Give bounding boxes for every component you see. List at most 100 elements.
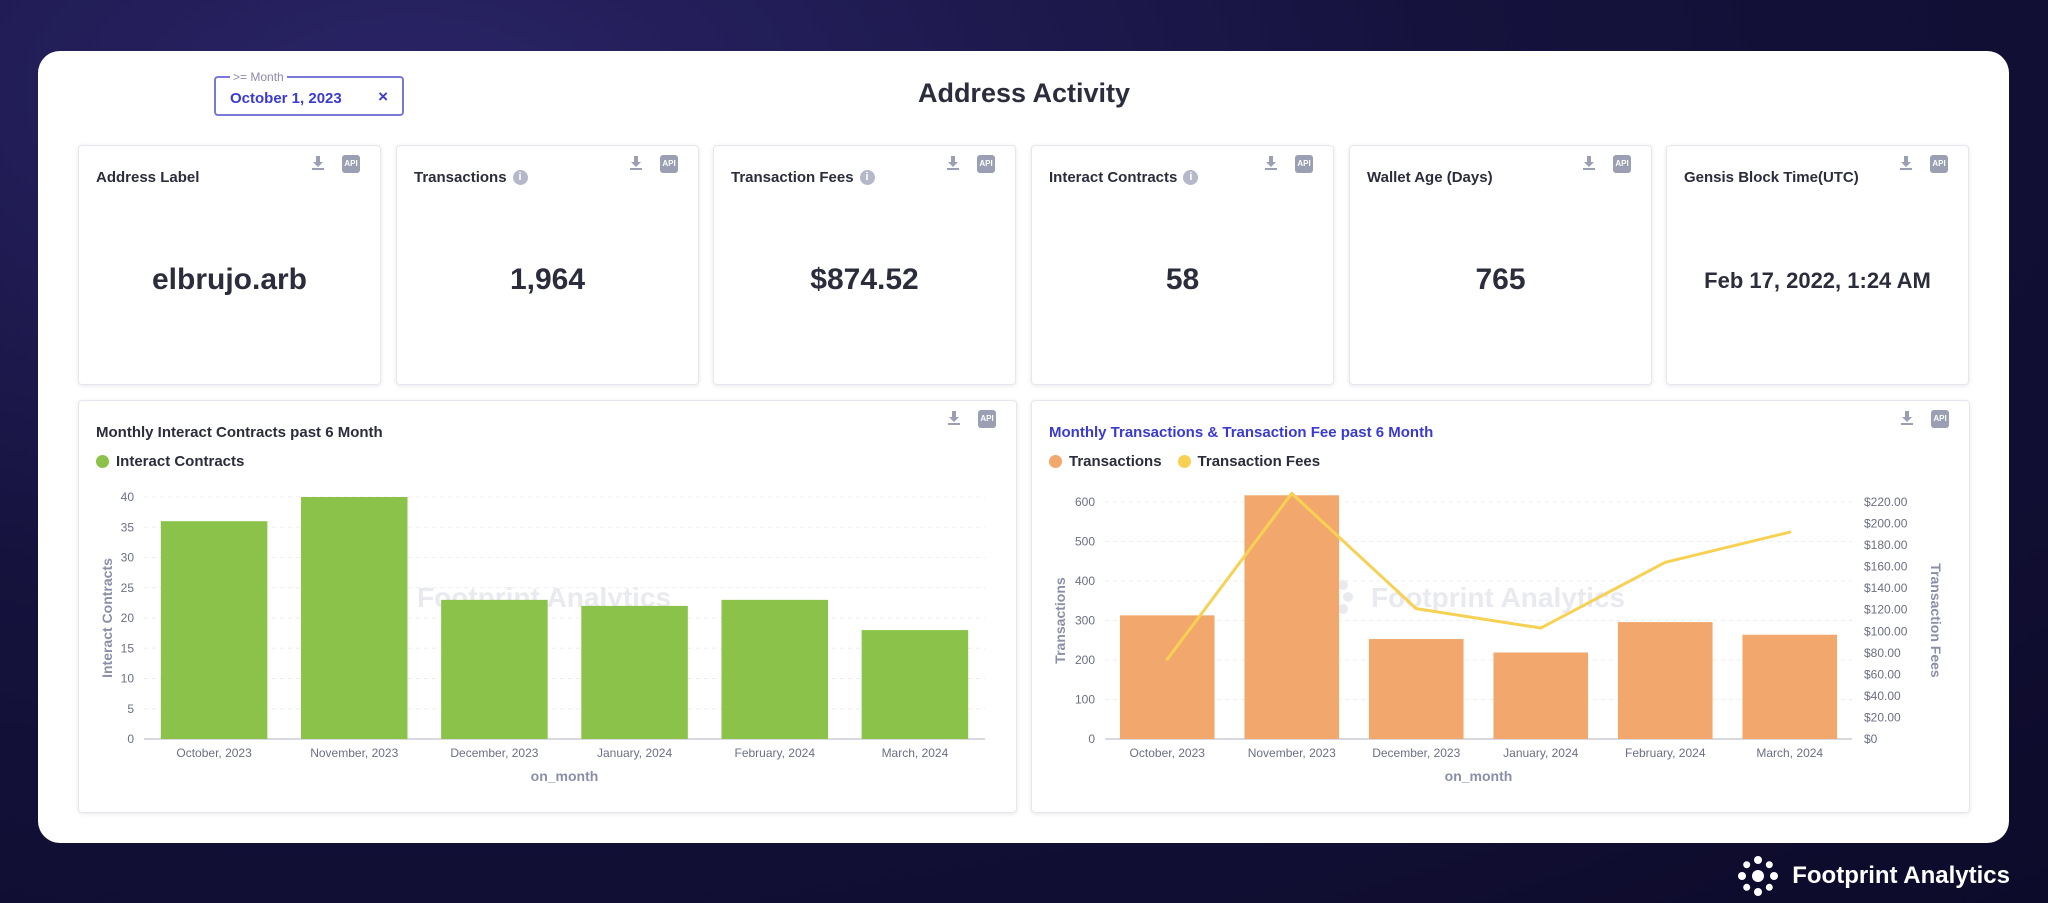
- y-right-tick-label: $100.00: [1864, 624, 1908, 638]
- brand-name: Footprint Analytics: [1792, 862, 2010, 889]
- chart-legend: Interact Contracts: [96, 453, 244, 470]
- stat-card-value: elbrujo.arb: [151, 263, 308, 296]
- y-right-tick-label: $20.00: [1864, 710, 1901, 724]
- month-filter-label: >= Month: [230, 70, 287, 84]
- stat-card: Address Label API elbrujo.arb: [78, 145, 381, 385]
- stat-card-value: 1,964: [509, 263, 586, 296]
- legend-item[interactable]: Transaction Fees: [1177, 453, 1320, 470]
- download-icon[interactable]: [1898, 155, 1914, 173]
- bar: [1244, 495, 1340, 739]
- download-icon[interactable]: [1899, 410, 1915, 428]
- download-icon[interactable]: [1581, 155, 1597, 173]
- footprint-brand: Footprint Analytics: [1734, 852, 2010, 900]
- y-right-tick-label: $80.00: [1864, 646, 1901, 660]
- y-axis-title: Interact Contracts: [99, 558, 115, 678]
- card-tools: API: [1263, 155, 1313, 173]
- info-icon[interactable]: i: [1183, 170, 1199, 185]
- download-icon[interactable]: [628, 155, 644, 173]
- stat-card-title-text: Transaction Fees: [731, 169, 854, 186]
- download-icon[interactable]: [945, 155, 961, 173]
- watermark-dot: [1338, 579, 1349, 590]
- watermark-text: Footprint Analytics: [1371, 582, 1625, 613]
- api-icon[interactable]: API: [978, 410, 996, 428]
- y-right-axis-title: Transaction Fees: [1928, 563, 1944, 678]
- chart-title: Monthly Interact Contracts past 6 Month: [96, 424, 383, 441]
- info-icon[interactable]: i: [512, 170, 528, 185]
- y-right-tick-label: $200.00: [1864, 517, 1908, 531]
- stat-card-title-text: Interact Contracts: [1049, 169, 1178, 186]
- line-point: [1663, 560, 1667, 564]
- info-icon[interactable]: i: [859, 170, 875, 185]
- y-tick-label: 10: [121, 672, 135, 686]
- month-filter-value[interactable]: October 1, 2023: [230, 90, 342, 107]
- y-tick-label: 5: [127, 702, 134, 716]
- api-icon[interactable]: API: [977, 155, 995, 173]
- bar: [160, 521, 268, 739]
- x-tick-label: February, 2024: [735, 746, 816, 760]
- y-tick-label: 40: [121, 490, 135, 504]
- stat-card: Transaction Fees i API $874.52: [713, 145, 1016, 385]
- x-tick-label: November, 2023: [1248, 746, 1336, 760]
- interact-contracts-chart-card: Monthly Interact Contracts past 6 Month …: [78, 400, 1017, 813]
- y-right-tick-label: $220.00: [1864, 495, 1908, 509]
- line-series: [1166, 491, 1791, 661]
- y-tick-label: 100: [1075, 693, 1095, 707]
- card-tools: API: [946, 410, 996, 428]
- stat-card-title: Transaction Fees i: [731, 169, 875, 186]
- api-icon[interactable]: API: [1613, 155, 1631, 173]
- watermark-dot: [1343, 592, 1353, 602]
- y-tick-label: 0: [1088, 732, 1095, 746]
- stat-card: Interact Contracts i API 58: [1031, 145, 1334, 385]
- bar: [1493, 652, 1589, 739]
- legend-dot: [1177, 455, 1191, 468]
- stat-card-value: Feb 17, 2022, 1:24 AM: [1704, 268, 1931, 293]
- stat-card: Wallet Age (Days) API 765: [1349, 145, 1652, 385]
- download-icon[interactable]: [1263, 155, 1279, 173]
- y-tick-label: 25: [121, 581, 135, 595]
- card-tools: API: [310, 155, 360, 173]
- bar: [441, 599, 548, 739]
- month-filter[interactable]: >= Month October 1, 2023 ×: [214, 70, 404, 116]
- line-point: [1165, 657, 1169, 661]
- x-tick-label: March, 2024: [1756, 746, 1823, 760]
- stat-card-title-text: Transactions: [414, 169, 507, 186]
- api-icon[interactable]: API: [1930, 155, 1948, 173]
- stat-card: Gensis Block Time(UTC) API Feb 17, 2022, 1…: [1666, 145, 1969, 385]
- api-icon[interactable]: API: [1295, 155, 1313, 173]
- bar: [1368, 639, 1464, 739]
- bar: [1742, 634, 1838, 739]
- transactions-fees-chart-card: Monthly Transactions & Transaction Fee p…: [1031, 400, 1970, 813]
- x-tick-label: December, 2023: [1372, 746, 1460, 760]
- close-icon[interactable]: ×: [378, 87, 388, 106]
- api-icon[interactable]: API: [342, 155, 360, 173]
- api-icon[interactable]: API: [660, 155, 678, 173]
- x-axis-title: on_month: [1445, 768, 1513, 784]
- download-icon[interactable]: [310, 155, 326, 173]
- card-tools: API: [1581, 155, 1631, 173]
- y-right-tick-label: $160.00: [1864, 560, 1908, 574]
- chart-title: Monthly Transactions & Transaction Fee p…: [1049, 424, 1434, 441]
- bar: [581, 605, 688, 739]
- legend-label: Transactions: [1069, 453, 1162, 470]
- x-tick-label: January, 2024: [1503, 746, 1578, 760]
- legend-item[interactable]: Interact Contracts: [96, 453, 244, 470]
- chart-legend: Transactions Transaction Fees: [1049, 453, 1320, 470]
- stat-card-value: $874.52: [810, 263, 919, 296]
- legend-item[interactable]: Transactions: [1049, 453, 1162, 470]
- y-right-tick-label: $60.00: [1864, 667, 1901, 681]
- api-icon[interactable]: API: [1931, 410, 1949, 428]
- bar: [861, 630, 969, 739]
- line-point: [1414, 607, 1418, 611]
- bar: [1119, 615, 1215, 739]
- y-tick-label: 600: [1075, 495, 1095, 509]
- y-tick-label: 500: [1075, 535, 1095, 549]
- watermark-dot: [1338, 604, 1349, 615]
- card-tools: API: [1899, 410, 1949, 428]
- x-tick-label: March, 2024: [882, 746, 949, 760]
- y-tick-label: 300: [1075, 614, 1095, 628]
- download-icon[interactable]: [946, 410, 962, 428]
- line-point: [1290, 491, 1294, 495]
- bar: [300, 497, 408, 739]
- legend-dot: [1049, 455, 1062, 468]
